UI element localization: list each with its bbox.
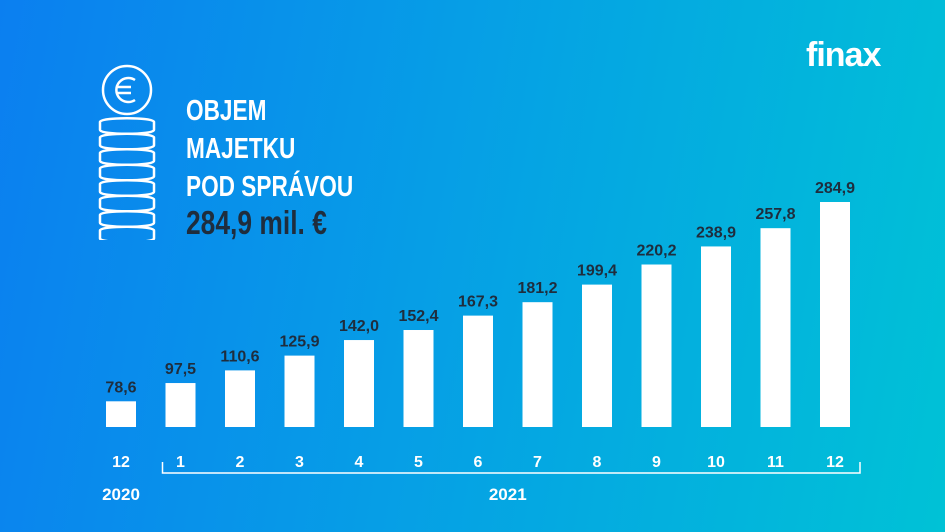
value-label: 167,3 [458, 294, 498, 311]
bar [403, 330, 434, 427]
x-tick-label: 7 [533, 454, 542, 471]
bar [641, 264, 672, 427]
value-label: 97,5 [165, 361, 196, 378]
year-label: 2020 [102, 485, 140, 504]
value-label: 110,6 [220, 348, 259, 365]
value-label: 284,9 [815, 180, 855, 197]
finax-logo: finax [806, 36, 881, 74]
title-line: POD SPRÁVOU [186, 171, 354, 203]
bar [344, 340, 374, 427]
chart-title: OBJEM MAJETKU POD SPRÁVOU [186, 92, 353, 206]
bar [225, 370, 255, 427]
value-label: 181,2 [517, 280, 557, 297]
bar [522, 302, 553, 427]
bar [463, 315, 493, 427]
year-label: 2021 [489, 485, 527, 504]
bar [284, 355, 315, 427]
x-tick-label: 6 [474, 454, 483, 471]
value-label: 257,8 [755, 206, 795, 223]
x-tick-label: 9 [652, 454, 661, 471]
x-tick-label: 4 [355, 454, 364, 471]
x-tick-label: 12 [826, 454, 844, 471]
x-tick-label: 8 [593, 454, 602, 471]
x-tick-label: 5 [414, 454, 423, 471]
value-label: 125,9 [279, 334, 319, 351]
value-label: 220,2 [636, 243, 676, 260]
year-bracket [161, 462, 861, 474]
x-tick-label: 11 [767, 454, 784, 471]
x-tick-label: 2 [236, 454, 245, 471]
bar [820, 202, 850, 427]
total-value: 284,9 mil. € [186, 204, 327, 241]
x-tick-label: 1 [176, 454, 185, 471]
bar [701, 246, 731, 427]
x-tick-label: 10 [707, 454, 725, 471]
value-label: 199,4 [577, 263, 617, 280]
value-label: 142,0 [339, 318, 379, 335]
x-tick-label: 3 [295, 454, 304, 471]
value-label: 238,9 [696, 224, 736, 241]
bar [165, 383, 196, 427]
title-line: MAJETKU [186, 133, 296, 165]
euro-coin-stack-icon [98, 64, 156, 240]
bar [760, 228, 791, 427]
value-label: 152,4 [398, 308, 438, 325]
x-tick-label: 12 [112, 454, 130, 471]
bar [106, 401, 136, 427]
title-line: OBJEM [186, 95, 267, 127]
bar [582, 284, 612, 427]
value-label: 78,6 [105, 379, 136, 396]
